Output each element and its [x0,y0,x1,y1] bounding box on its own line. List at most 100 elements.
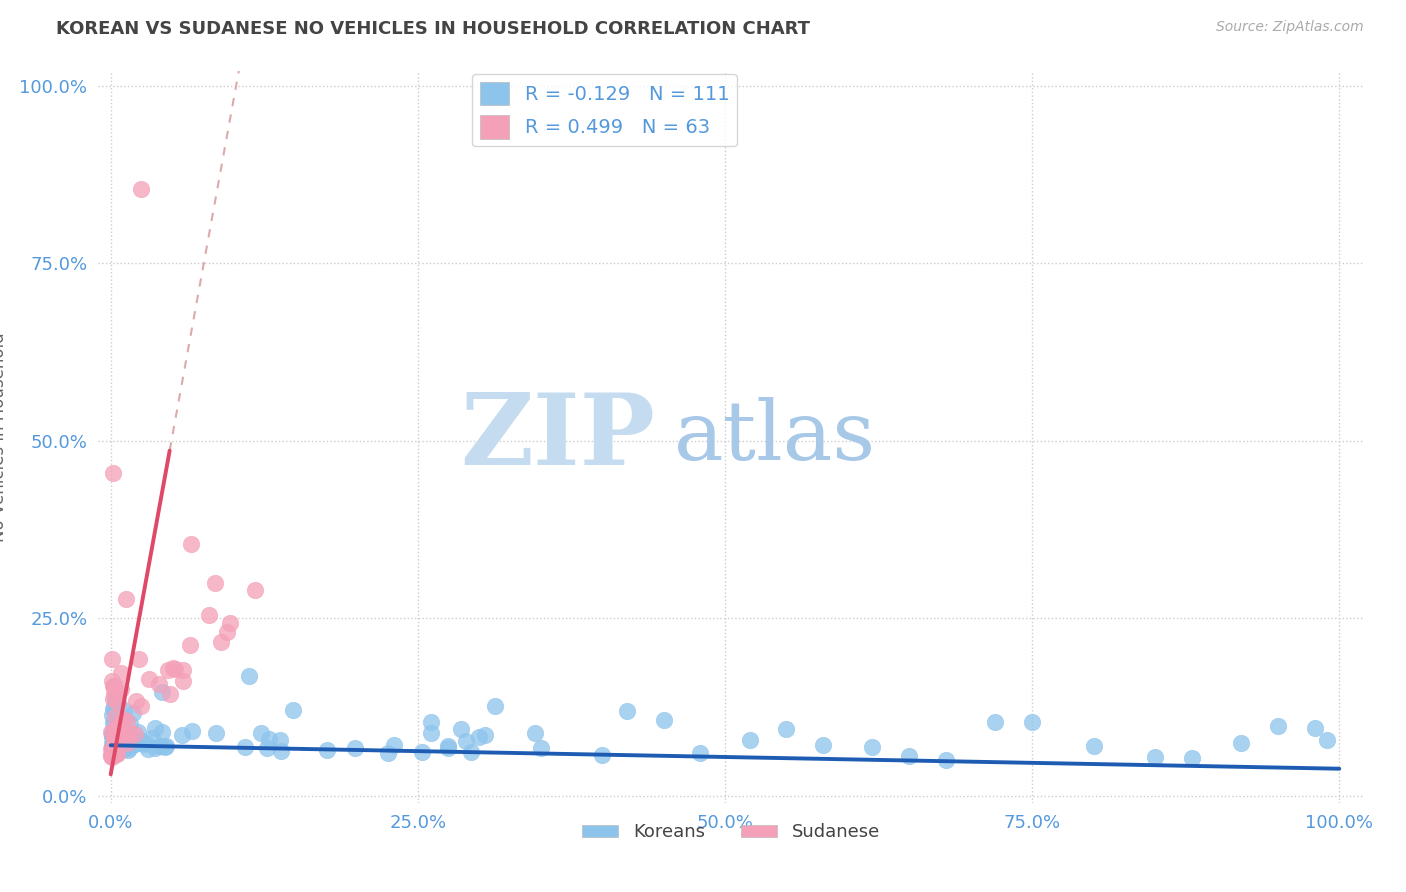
Point [616,704,638,718]
Point [984,714,1007,729]
Point [104,710,127,724]
Point [1083,739,1105,753]
Point [420,726,443,740]
Point [530,741,553,756]
Point [377,746,399,760]
Point [103,687,125,701]
Point [129,699,152,714]
Point [101,742,124,756]
Point [100,652,122,666]
Point [1267,719,1289,733]
Point [105,720,128,734]
Point [1303,721,1326,735]
Point [103,730,125,744]
Point [104,696,127,710]
Point [115,736,138,750]
Point [101,746,124,760]
Point [250,726,273,740]
Point [315,743,337,757]
Point [103,747,125,761]
Point [1181,750,1204,764]
Text: ZIP: ZIP [460,389,655,485]
Point [103,702,125,716]
Point [652,713,675,727]
Point [143,721,166,735]
Point [163,663,186,677]
Point [112,737,135,751]
Point [101,692,124,706]
Point [121,738,143,752]
Point [172,673,194,688]
Point [103,723,125,738]
Point [101,729,124,743]
Point [689,746,711,760]
Point [281,703,304,717]
Point [179,638,201,652]
Point [125,694,148,708]
Point [205,726,228,740]
Point [107,714,129,728]
Point [105,712,128,726]
Point [107,696,129,710]
Point [180,536,202,550]
Point [101,745,124,759]
Point [209,635,232,649]
Point [108,724,131,739]
Point [454,734,477,748]
Point [115,592,138,607]
Point [104,747,127,762]
Point [217,625,239,640]
Point [101,741,124,756]
Point [112,742,135,756]
Point [111,717,134,731]
Point [110,739,132,753]
Point [124,733,146,747]
Text: Source: ZipAtlas.com: Source: ZipAtlas.com [1216,20,1364,34]
Point [198,608,221,623]
Point [860,740,883,755]
Point [103,738,125,752]
Point [450,722,472,736]
Point [103,679,125,693]
Point [172,664,194,678]
Legend: Koreans, Sudanese: Koreans, Sudanese [575,816,887,848]
Point [138,672,160,686]
Point [233,739,256,754]
Point [105,733,128,747]
Point [148,677,170,691]
Point [1230,736,1253,750]
Point [110,738,132,752]
Point [104,732,127,747]
Point [243,582,266,597]
Point [103,730,125,744]
Point [382,738,405,752]
Point [135,736,157,750]
Point [484,699,506,714]
Point [219,616,242,631]
Point [127,725,149,739]
Point [155,739,177,753]
Point [150,725,173,739]
Point [107,725,129,739]
Point [101,733,124,747]
Point [112,711,135,725]
Point [256,741,278,756]
Point [104,691,127,706]
Point [101,730,124,744]
Point [101,679,124,693]
Point [107,721,129,735]
Point [124,727,146,741]
Point [110,728,132,742]
Point [156,663,179,677]
Point [132,737,155,751]
Point [108,738,131,752]
Point [128,652,150,666]
Text: KOREAN VS SUDANESE NO VEHICLES IN HOUSEHOLD CORRELATION CHART: KOREAN VS SUDANESE NO VEHICLES IN HOUSEH… [56,20,810,37]
Point [100,748,122,763]
Point [136,742,159,756]
Point [100,748,122,763]
Point [149,739,172,753]
Point [110,681,132,696]
Point [103,732,125,747]
Point [104,742,127,756]
